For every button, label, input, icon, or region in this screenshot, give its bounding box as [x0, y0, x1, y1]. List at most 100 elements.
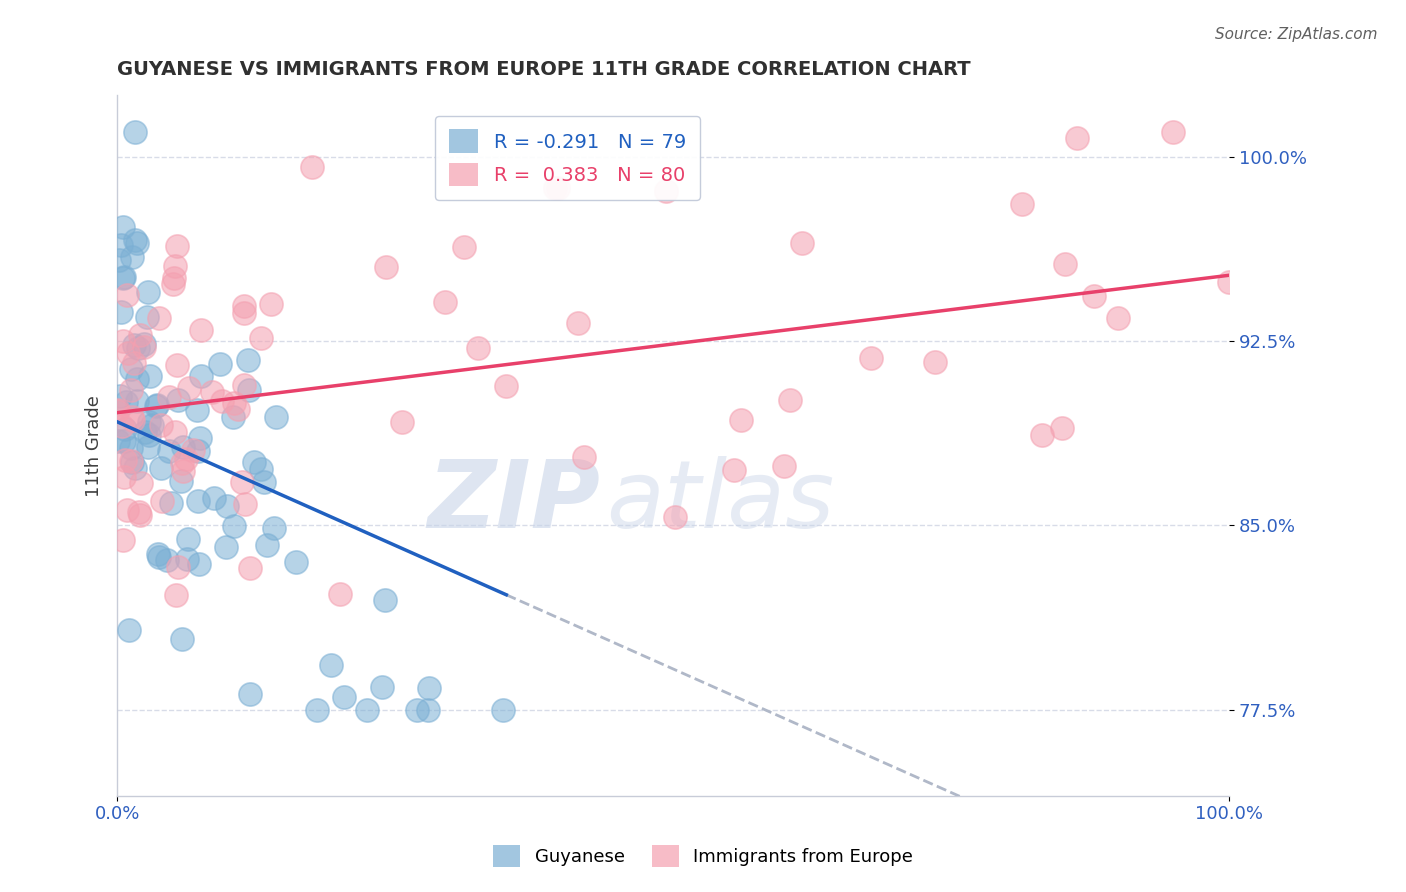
Point	[232, 299, 254, 313]
Point	[121, 454, 143, 468]
Point	[391, 415, 413, 429]
Point	[125, 372, 148, 386]
Point	[150, 493, 173, 508]
Point	[263, 521, 285, 535]
Point	[356, 703, 378, 717]
Point	[150, 418, 173, 433]
Point	[285, 555, 308, 569]
Point	[129, 508, 152, 522]
Text: Source: ZipAtlas.com: Source: ZipAtlas.com	[1215, 27, 1378, 42]
Point	[1066, 130, 1088, 145]
Point	[187, 443, 209, 458]
Point	[434, 295, 457, 310]
Point	[166, 358, 188, 372]
Point	[172, 456, 194, 470]
Point	[115, 288, 138, 302]
Point	[111, 271, 134, 285]
Point	[179, 381, 201, 395]
Point	[165, 588, 187, 602]
Point	[135, 310, 157, 324]
Point	[112, 469, 135, 483]
Point	[125, 393, 148, 408]
Point	[222, 395, 245, 409]
Point	[124, 125, 146, 139]
Text: atlas: atlas	[606, 456, 835, 547]
Point	[307, 703, 329, 717]
Point	[145, 399, 167, 413]
Point	[120, 383, 142, 397]
Point	[129, 328, 152, 343]
Point	[374, 260, 396, 274]
Point	[567, 316, 589, 330]
Point	[231, 475, 253, 490]
Point	[118, 623, 141, 637]
Point	[122, 337, 145, 351]
Point	[111, 418, 134, 433]
Point	[773, 458, 796, 473]
Point	[779, 392, 801, 407]
Point	[114, 422, 136, 436]
Point	[467, 341, 489, 355]
Point	[160, 496, 183, 510]
Point	[132, 337, 155, 351]
Point	[239, 687, 262, 701]
Point	[138, 428, 160, 442]
Point	[148, 549, 170, 564]
Point	[723, 463, 745, 477]
Y-axis label: 11th Grade: 11th Grade	[86, 394, 103, 497]
Point	[112, 533, 135, 547]
Point	[141, 418, 163, 433]
Point	[1011, 197, 1033, 211]
Point	[1218, 275, 1240, 289]
Point	[121, 251, 143, 265]
Point	[1053, 257, 1076, 271]
Point	[238, 383, 260, 397]
Point	[238, 352, 260, 367]
Point	[792, 236, 814, 251]
Point	[176, 533, 198, 547]
Point	[112, 219, 135, 234]
Point	[148, 310, 170, 325]
Point	[121, 410, 143, 425]
Point	[163, 271, 186, 285]
Point	[139, 369, 162, 384]
Point	[256, 538, 278, 552]
Point	[172, 632, 194, 646]
Point	[215, 540, 238, 554]
Point	[232, 378, 254, 392]
Point	[166, 239, 188, 253]
Point	[134, 425, 156, 440]
Point	[859, 351, 882, 366]
Point	[228, 401, 250, 416]
Point	[176, 451, 198, 466]
Point	[243, 455, 266, 469]
Point	[453, 240, 475, 254]
Point	[1107, 310, 1129, 325]
Point	[167, 393, 190, 408]
Legend: Guyanese, Immigrants from Europe: Guyanese, Immigrants from Europe	[485, 838, 921, 874]
Point	[406, 703, 429, 717]
Point	[157, 391, 180, 405]
Point	[176, 551, 198, 566]
Point	[319, 658, 342, 673]
Point	[183, 442, 205, 457]
Point	[239, 561, 262, 575]
Point	[547, 180, 569, 194]
Point	[134, 340, 156, 354]
Point	[124, 460, 146, 475]
Point	[250, 461, 273, 475]
Point	[190, 432, 212, 446]
Point	[1083, 289, 1105, 303]
Point	[374, 593, 396, 607]
Point	[107, 434, 129, 448]
Point	[495, 379, 517, 393]
Point	[253, 475, 276, 490]
Point	[128, 505, 150, 519]
Point	[664, 510, 686, 524]
Point	[166, 559, 188, 574]
Point	[124, 233, 146, 247]
Point	[492, 703, 515, 717]
Point	[129, 476, 152, 491]
Point	[112, 434, 135, 449]
Point	[264, 410, 287, 425]
